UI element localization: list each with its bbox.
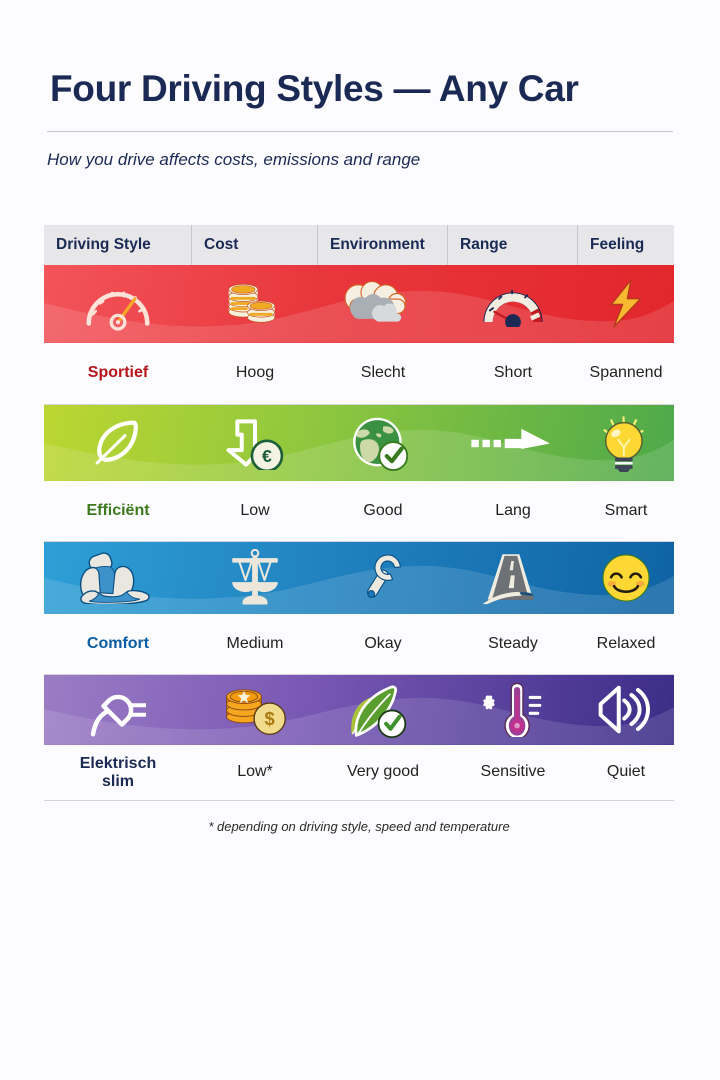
- svg-text:$: $: [265, 708, 275, 729]
- svg-text:€: €: [262, 446, 272, 466]
